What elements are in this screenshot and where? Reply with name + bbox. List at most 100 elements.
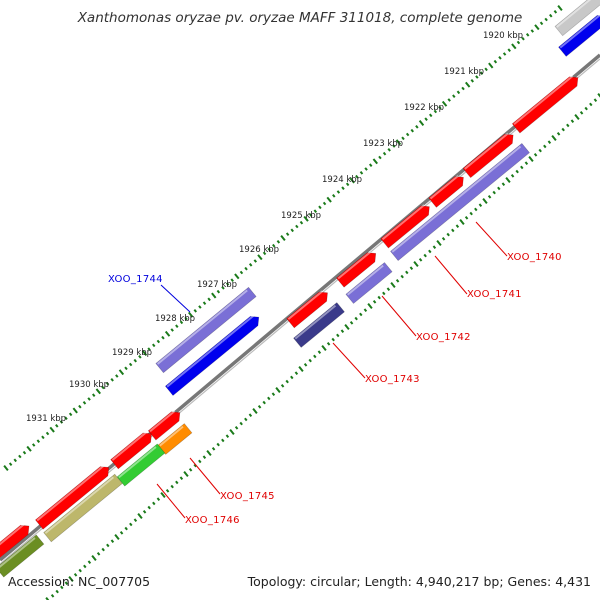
ruler-tick bbox=[551, 135, 557, 141]
ruler-tick bbox=[331, 337, 335, 342]
gene-highlight bbox=[156, 289, 248, 365]
ruler-tick bbox=[119, 531, 124, 535]
ruler-tick bbox=[31, 443, 36, 447]
ruler-tick bbox=[589, 102, 593, 107]
ruler-tick bbox=[321, 345, 327, 351]
ruler-tick bbox=[188, 468, 193, 472]
ruler-tick bbox=[593, 98, 598, 102]
ruler-tick bbox=[165, 489, 170, 493]
ruler-tick bbox=[239, 421, 243, 426]
gene-body bbox=[43, 473, 123, 543]
ruler-tick bbox=[502, 52, 507, 56]
ruler-tick bbox=[147, 505, 151, 510]
ruler-tick bbox=[556, 132, 561, 136]
ruler-tick bbox=[368, 163, 373, 167]
ruler-tick bbox=[234, 273, 240, 280]
ruler-tick bbox=[229, 429, 235, 435]
topology-text: Topology: circular; Length: 4,940,217 bp… bbox=[247, 574, 591, 589]
ruler-label: 1926 kbp bbox=[239, 245, 279, 255]
ruler-tick bbox=[538, 148, 542, 153]
ruler-tick bbox=[461, 86, 465, 91]
ruler-tick bbox=[55, 424, 59, 428]
ruler-tick bbox=[147, 347, 151, 351]
ruler-tick bbox=[415, 125, 419, 129]
ruler-tick bbox=[211, 292, 217, 299]
gene-blue-top bbox=[558, 13, 600, 57]
gene-label-xoo-1743: XOO_1743 bbox=[365, 374, 420, 385]
ruler-tick bbox=[488, 62, 494, 69]
ruler-tick bbox=[359, 171, 364, 175]
ruler-tick bbox=[570, 119, 575, 123]
gene-body bbox=[462, 133, 514, 179]
ruler-tick bbox=[574, 114, 580, 120]
gene-red-10 bbox=[0, 523, 30, 560]
ruler-label: 1931 kbp bbox=[26, 414, 66, 424]
ruler-tick bbox=[298, 366, 304, 372]
ruler-tick bbox=[341, 186, 345, 190]
ruler-label: 1928 kbp bbox=[155, 314, 195, 324]
gene-body bbox=[286, 291, 328, 329]
ruler-tick bbox=[290, 228, 294, 233]
gene-xoo-1742-bar bbox=[345, 262, 393, 304]
ruler-tick bbox=[55, 589, 59, 594]
gene-highlight bbox=[149, 410, 176, 433]
ruler-label: 1925 kbp bbox=[281, 211, 321, 221]
ruler-tick bbox=[101, 547, 105, 552]
ruler-tick bbox=[13, 458, 17, 463]
ruler-tick bbox=[308, 213, 313, 217]
ruler-tick bbox=[516, 40, 521, 45]
gene-body bbox=[147, 411, 181, 441]
ruler-tick bbox=[78, 404, 82, 409]
ruler-tick bbox=[539, 21, 544, 26]
gene-body bbox=[335, 252, 377, 288]
gene-body bbox=[0, 524, 30, 560]
ruler-tick bbox=[390, 282, 396, 288]
gene-red-6 bbox=[286, 290, 328, 329]
ruler-tick bbox=[459, 219, 465, 225]
gene-xoo-1744-purple bbox=[155, 286, 257, 374]
ruler-tick bbox=[478, 203, 483, 207]
ruler-tick bbox=[285, 232, 290, 236]
ruler-tick bbox=[303, 363, 308, 367]
ruler-tick bbox=[115, 374, 119, 378]
ruler-tick bbox=[429, 113, 433, 118]
ruler-tick bbox=[521, 36, 525, 41]
ruler-tick bbox=[378, 155, 382, 160]
gene-body bbox=[511, 76, 579, 134]
leader-xoo-1741 bbox=[434, 255, 468, 295]
gene-red-1 bbox=[511, 75, 579, 134]
label-leader-lines bbox=[156, 221, 508, 519]
ruler-tick bbox=[96, 552, 101, 556]
ruler-tick bbox=[364, 167, 368, 171]
ruler-tick bbox=[110, 378, 114, 382]
gene-highlight bbox=[159, 425, 184, 447]
gene-highlight bbox=[287, 290, 324, 320]
ruler-tick bbox=[303, 215, 309, 222]
ruler-label: 1922 kbp bbox=[404, 103, 444, 113]
outer-tick-ring bbox=[3, 5, 563, 471]
gene-highlight bbox=[391, 145, 522, 253]
ruler-tick bbox=[549, 13, 553, 18]
gene-body bbox=[380, 205, 430, 249]
gene-highlight bbox=[0, 523, 25, 551]
ruler-tick bbox=[124, 366, 128, 371]
ruler-tick bbox=[253, 259, 258, 263]
ruler-tick bbox=[179, 320, 184, 325]
ruler-tick bbox=[441, 100, 448, 107]
gene-red-9 bbox=[34, 465, 110, 530]
gene-highlight bbox=[429, 174, 459, 200]
ruler-tick bbox=[336, 333, 340, 338]
ruler-tick bbox=[326, 196, 332, 203]
ruler-tick bbox=[198, 459, 202, 464]
gene-labels[interactable]: XOO_1740 XOO_1741 XOO_1742 XOO_1743 XOO_… bbox=[108, 252, 562, 526]
gene-red-7 bbox=[147, 410, 181, 441]
gene-highlight bbox=[36, 465, 105, 522]
gene-highlight bbox=[513, 75, 574, 126]
ruler-tick bbox=[216, 442, 220, 447]
gene-features[interactable] bbox=[0, 0, 600, 578]
ruler-label: 1930 kbp bbox=[69, 380, 109, 390]
ruler-tick bbox=[267, 247, 271, 252]
ruler-tick bbox=[45, 597, 51, 600]
ruler-tick bbox=[244, 417, 248, 422]
